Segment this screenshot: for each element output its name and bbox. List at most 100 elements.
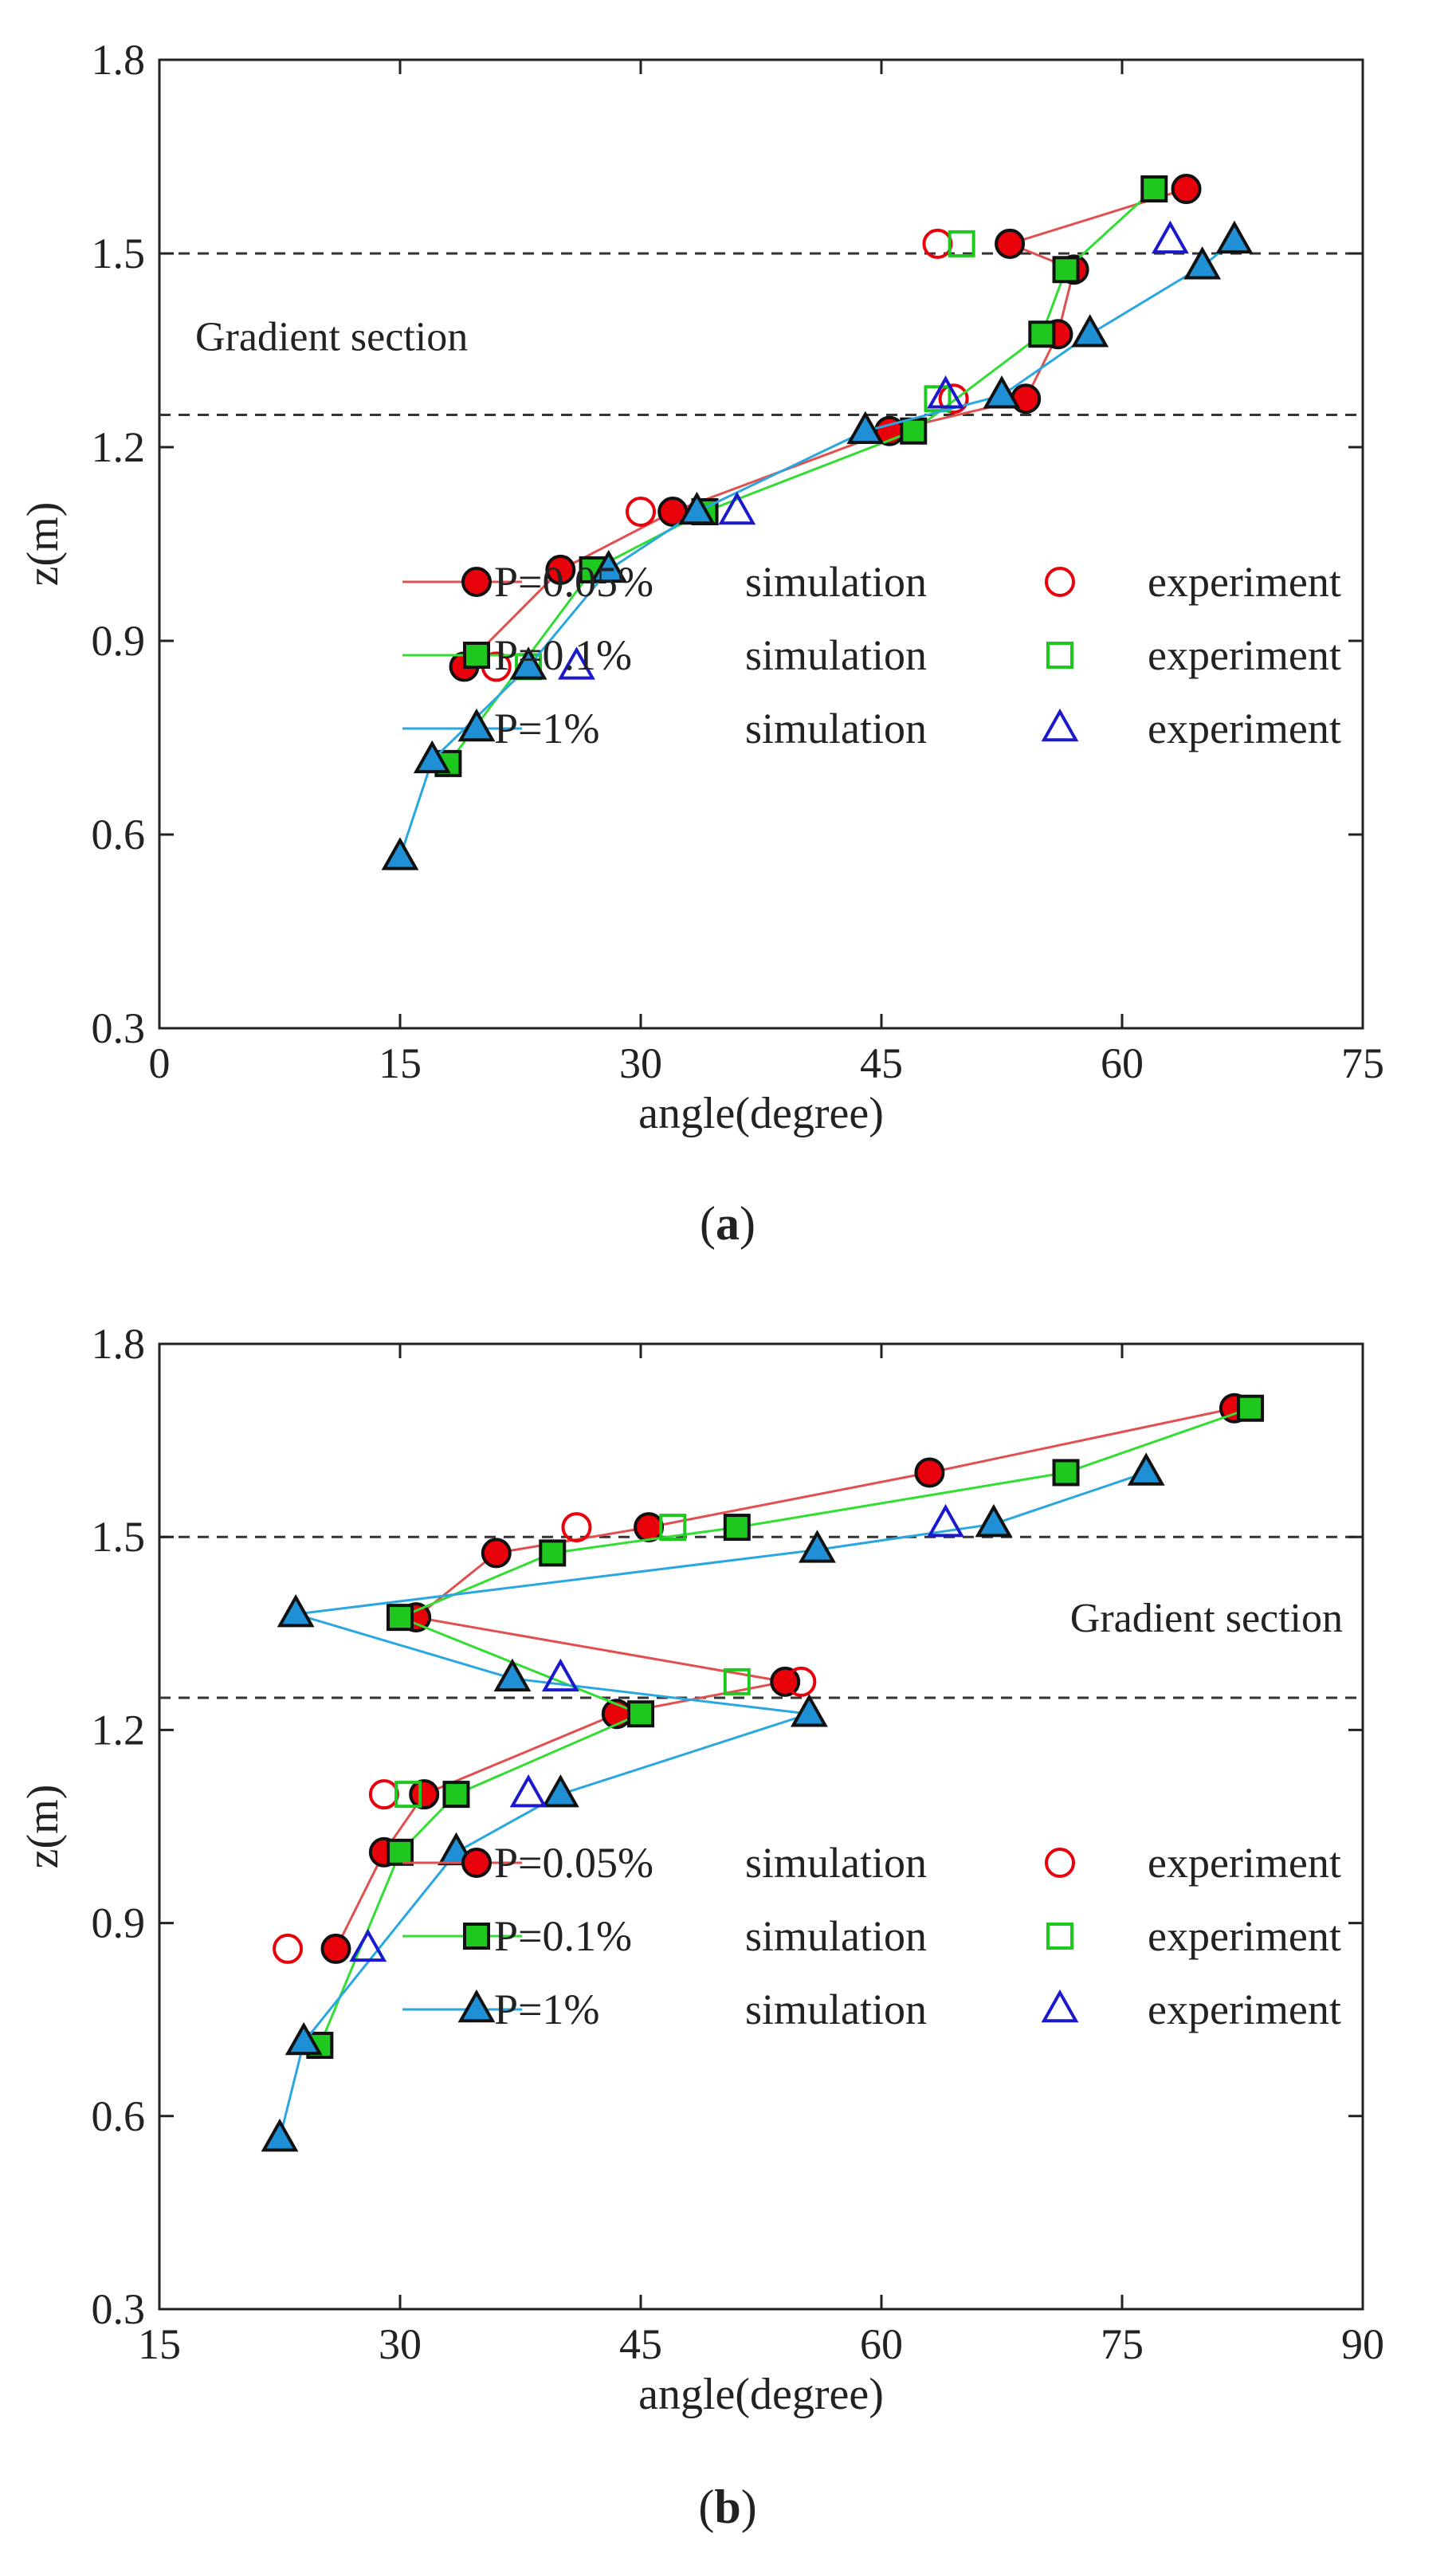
legend-exp-text: experiment [1148,558,1341,606]
data-point [1151,220,1189,254]
data-point [1140,175,1168,202]
data-point [634,1512,665,1543]
legend-marker-open [1045,567,1075,597]
legend-label: P=1% [494,1986,599,2033]
chart-panel-b: 15 30 45 60 75 90 0.3 0.6 0.9 1.2 1.5 1.8 angle(degr… [18,1320,1384,2533]
legend-marker-open [1041,708,1079,742]
data-point [558,646,595,680]
data-point [590,549,628,583]
data-point [442,1781,470,1809]
legend-marker [457,708,496,742]
legend-marker [461,1848,492,1878]
legend-marker-open [1046,1923,1073,1950]
y-tick-label: 0.3 [92,2285,146,2333]
legend-exp-text: experiment [1148,705,1341,752]
data-point [927,375,964,409]
legend-marker [463,1923,490,1950]
data-point [1028,320,1056,348]
y-tick-label: 1.8 [92,36,146,84]
data-point [541,1774,579,1808]
legend-exp-text: experiment [1148,1912,1341,1960]
data-point [409,1779,440,1810]
legend-sim-text: simulation [745,631,927,679]
legend-sim-text: simulation [745,705,927,752]
data-point [938,383,969,414]
caption-open: ( [700,1197,716,1250]
chart-panel-a: 0 15 30 45 60 75 0.3 0.6 0.9 1.2 1.5 1.8 angle(degre… [18,36,1384,1250]
data-point [983,375,1021,409]
y-tick-label: 1.8 [92,1320,146,1368]
data-point [561,1512,592,1543]
data-point [261,2118,299,2152]
data-point [381,837,419,870]
x-tick-label: 75 [1101,2320,1144,2368]
legend-label: P=0.05% [494,1839,653,1887]
legend-sim-text: simulation [745,1839,927,1887]
data-point [627,1700,654,1728]
data-point [927,1503,964,1538]
legend-exp-text: experiment [1148,1986,1341,2033]
data-point [723,1514,751,1542]
data-point [368,1779,399,1810]
data-point [900,417,928,445]
y-tick-label: 0.9 [92,617,146,665]
y-axis-title: z(m) [18,502,68,587]
data-point [1215,220,1254,254]
legend-exp-text: experiment [1148,631,1341,679]
x-tick-label: 60 [860,2320,903,2368]
data-point [995,228,1026,259]
gradient-section-label: Gradient section [195,314,468,359]
data-point [1237,1394,1265,1422]
data-point [539,1539,567,1567]
data-point [659,1514,687,1542]
x-tick-label: 90 [1341,2320,1384,2368]
legend-sim-text: simulation [745,1912,927,1960]
x-tick-label: 60 [1101,1039,1144,1087]
legend-label: P=0.05% [494,558,653,606]
data-point [786,1666,817,1697]
caption-letter: a [716,1197,740,1250]
data-point [509,1774,547,1808]
legend-sim-text: simulation [745,558,927,606]
plot-frame [158,1342,1364,2311]
x-tick-label: 45 [619,2320,662,2368]
caption-close: ) [741,2481,757,2533]
caption-close: ) [740,1197,755,1250]
legend-label: P=0.1% [494,1912,632,1960]
y-tick-label: 0.3 [92,1004,146,1052]
data-point [320,1933,351,1964]
x-axis-title: angle(degree) [638,2370,884,2419]
data-point [349,1928,387,1962]
data-point [493,1658,532,1692]
data-point [626,497,656,527]
legend-marker-open [1041,1989,1079,2023]
caption-letter: b [714,2481,740,2533]
y-tick-label: 0.6 [92,2092,146,2140]
data-point [1071,314,1109,348]
panel-caption: (a) [700,1197,755,1250]
legend-exp-text: experiment [1148,1839,1341,1887]
legend-marker-open [1046,642,1073,669]
y-tick-label: 1.2 [92,423,146,471]
y-tick-label: 0.6 [92,811,146,858]
legend-label: P=0.1% [494,631,632,679]
data-point [914,1457,945,1488]
data-point [413,740,451,774]
legend-sim-text: simulation [745,1986,927,2033]
y-tick-label: 1.5 [92,1513,146,1561]
y-tick-label: 1.2 [92,1706,146,1754]
legend-marker [463,642,490,669]
data-point [975,1503,1013,1538]
data-point [394,1781,422,1809]
gradient-section-label: Gradient section [1070,1596,1343,1641]
panel-caption: (b) [698,2481,756,2533]
x-tick-label: 45 [860,1039,903,1087]
data-point [948,230,975,257]
data-point [1052,256,1080,284]
caption-open: ( [698,2481,714,2533]
x-tick-label: 15 [138,2320,181,2368]
data-point [799,1530,836,1563]
data-point [924,385,952,413]
